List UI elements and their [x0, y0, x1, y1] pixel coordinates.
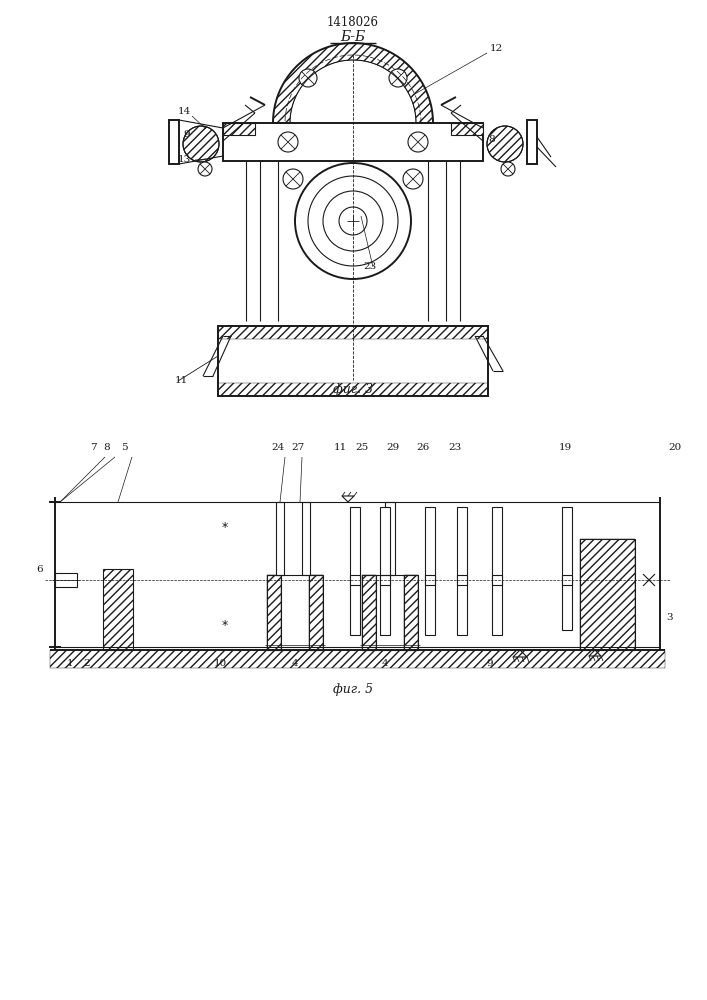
Text: 8: 8: [104, 443, 110, 452]
Circle shape: [295, 163, 411, 279]
Text: 6: 6: [37, 565, 43, 574]
Bar: [457, 507, 467, 635]
Text: 1418026: 1418026: [327, 15, 379, 28]
Bar: [425, 507, 435, 635]
Bar: [276, 502, 284, 575]
Text: 4: 4: [382, 659, 388, 668]
Bar: [267, 575, 281, 650]
Bar: [218, 383, 488, 396]
Bar: [103, 569, 133, 650]
Text: 5: 5: [121, 443, 127, 452]
Circle shape: [198, 162, 212, 176]
Bar: [380, 575, 390, 585]
Text: 8: 8: [488, 135, 495, 144]
Text: фиг. 5: фиг. 5: [333, 684, 373, 696]
Circle shape: [501, 162, 515, 176]
Circle shape: [299, 69, 317, 87]
Bar: [527, 120, 537, 164]
Text: 1: 1: [66, 659, 74, 668]
Bar: [492, 507, 502, 635]
Circle shape: [283, 169, 303, 189]
Text: 12: 12: [490, 44, 503, 53]
Bar: [350, 575, 360, 585]
Bar: [350, 507, 360, 635]
Text: 25: 25: [356, 443, 368, 452]
Bar: [385, 502, 395, 575]
Text: 4: 4: [292, 659, 298, 668]
Text: 19: 19: [559, 443, 572, 452]
Text: 24: 24: [271, 443, 285, 452]
Bar: [223, 123, 483, 161]
Bar: [425, 575, 435, 585]
Text: *: *: [222, 618, 228, 632]
Text: 23: 23: [448, 443, 462, 452]
Bar: [362, 575, 376, 650]
Text: 29: 29: [386, 443, 399, 452]
Text: 11: 11: [175, 376, 188, 385]
Text: 26: 26: [416, 443, 430, 452]
Bar: [223, 123, 255, 135]
Text: 27: 27: [291, 443, 305, 452]
Text: 9: 9: [486, 659, 493, 668]
Bar: [309, 575, 323, 650]
Bar: [451, 123, 483, 135]
Bar: [55, 573, 77, 587]
Bar: [380, 507, 390, 635]
Circle shape: [308, 176, 398, 266]
Bar: [580, 539, 635, 650]
Text: 7: 7: [90, 443, 96, 452]
Bar: [562, 575, 572, 585]
Bar: [562, 507, 572, 630]
Text: 11: 11: [334, 443, 346, 452]
Bar: [404, 575, 418, 650]
Text: 2: 2: [83, 659, 90, 668]
Bar: [457, 575, 467, 585]
Bar: [309, 575, 323, 650]
Bar: [362, 575, 376, 650]
Bar: [302, 502, 310, 575]
Text: 20: 20: [668, 443, 682, 452]
Circle shape: [408, 132, 428, 152]
Circle shape: [278, 132, 298, 152]
Text: 3: 3: [667, 613, 673, 622]
Bar: [267, 575, 281, 650]
Bar: [50, 650, 665, 668]
Text: 13: 13: [178, 155, 192, 164]
Circle shape: [323, 191, 383, 251]
Text: 10: 10: [214, 659, 227, 668]
Text: 14: 14: [178, 107, 192, 116]
Circle shape: [389, 69, 407, 87]
Bar: [218, 326, 488, 396]
Bar: [492, 575, 502, 585]
Bar: [218, 326, 488, 339]
Circle shape: [403, 169, 423, 189]
Text: 9: 9: [183, 130, 189, 139]
Text: *: *: [222, 520, 228, 534]
Circle shape: [339, 207, 367, 235]
Bar: [169, 120, 179, 164]
Text: фиг. 3: фиг. 3: [333, 383, 373, 396]
Text: 23: 23: [363, 262, 376, 271]
Bar: [580, 539, 635, 650]
Bar: [404, 575, 418, 650]
Text: Б-Б: Б-Б: [340, 30, 366, 44]
